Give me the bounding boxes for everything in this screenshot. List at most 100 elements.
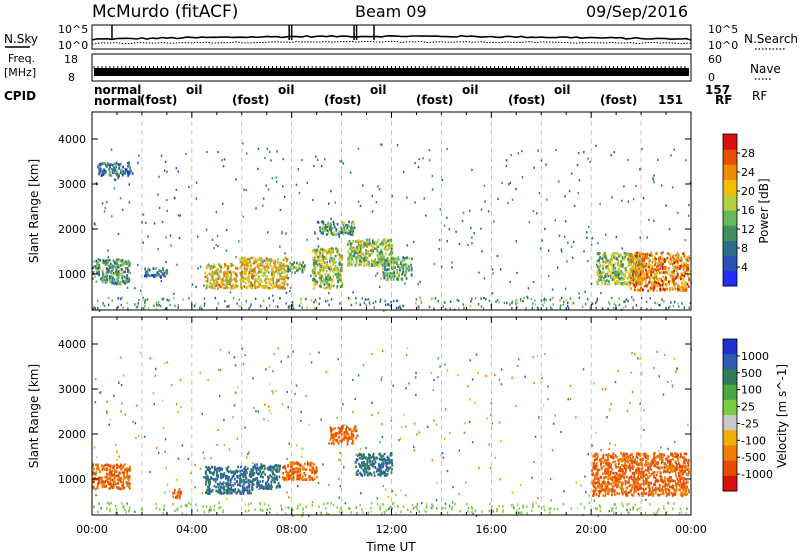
data-cell (683, 284, 686, 288)
data-cell (99, 163, 102, 167)
data-cell (687, 214, 690, 217)
data-cell (360, 492, 362, 495)
cpid-tail-rf: RF (715, 93, 732, 107)
data-cell (623, 274, 626, 277)
data-cell (301, 478, 304, 482)
data-cell (301, 266, 304, 269)
data-cell (411, 503, 414, 507)
data-cell (605, 266, 608, 270)
data-cell (306, 238, 308, 241)
data-cell (116, 271, 119, 275)
data-cell (652, 270, 655, 274)
data-cell (431, 503, 433, 506)
data-cell (464, 422, 466, 425)
data-cell (269, 383, 271, 386)
data-cell (380, 143, 382, 146)
data-cell (240, 304, 242, 308)
data-cell (218, 501, 220, 504)
data-cell (332, 231, 335, 235)
data-cell (317, 482, 320, 485)
data-cell (243, 486, 246, 490)
data-cell (407, 266, 410, 270)
data-cell (355, 453, 357, 456)
data-cell (389, 259, 392, 262)
data-cell (110, 167, 113, 171)
data-cell (352, 248, 354, 251)
data-cell (213, 247, 215, 250)
data-cell (239, 271, 242, 275)
data-cell (277, 464, 279, 467)
data-cell (663, 507, 665, 510)
data-cell (251, 275, 254, 278)
data-cell (654, 268, 656, 271)
data-cell (247, 257, 250, 261)
data-cell (202, 476, 205, 479)
data-cell (627, 281, 630, 285)
data-cell (222, 272, 225, 276)
data-cell (287, 265, 289, 269)
data-cell (291, 514, 294, 517)
data-cell (143, 274, 146, 278)
data-cell (498, 505, 500, 508)
data-cell (216, 443, 218, 446)
data-cell (177, 490, 180, 494)
data-cell (116, 478, 119, 482)
data-cell (271, 272, 273, 276)
data-cell (662, 271, 665, 274)
data-cell (275, 305, 277, 308)
data-cell (676, 269, 678, 273)
data-cell (630, 261, 632, 265)
data-cell (653, 181, 655, 184)
data-cell (270, 264, 272, 268)
data-cell (272, 468, 275, 471)
data-cell (387, 263, 390, 266)
data-cell (268, 511, 271, 514)
data-cell (218, 273, 220, 276)
data-cell (141, 221, 143, 224)
data-cell (258, 275, 260, 279)
data-cell (659, 283, 661, 287)
data-cell (270, 159, 272, 162)
data-cell (376, 240, 379, 243)
data-cell (328, 250, 330, 253)
data-cell (671, 384, 674, 387)
data-cell (332, 503, 335, 507)
data-cell (205, 465, 208, 469)
data-cell (248, 451, 250, 454)
data-cell (602, 260, 605, 264)
cpid-program-label: (fost) (508, 93, 545, 107)
data-cell (113, 470, 116, 473)
data-cell (549, 477, 552, 481)
data-cell (355, 246, 358, 249)
data-cell (649, 269, 652, 272)
data-cell (165, 260, 167, 264)
data-cell (206, 467, 209, 471)
data-cell (256, 482, 258, 486)
data-cell (276, 467, 279, 470)
data-cell (609, 408, 611, 411)
data-cell (102, 466, 104, 470)
data-cell (234, 477, 236, 481)
data-cell (386, 248, 388, 252)
data-cell (438, 239, 441, 242)
data-cell (378, 251, 381, 255)
data-cell (609, 442, 611, 445)
data-cell (152, 267, 155, 270)
data-cell (452, 486, 454, 489)
data-cell (302, 507, 304, 510)
data-cell (553, 507, 555, 511)
data-cell (331, 280, 334, 283)
data-cell (672, 264, 675, 267)
data-cell (121, 208, 124, 211)
data-cell (392, 260, 394, 263)
data-cell (261, 264, 264, 267)
data-cell (110, 482, 112, 486)
data-cell (320, 511, 322, 515)
data-cell (246, 262, 248, 266)
data-cell (169, 303, 171, 307)
data-cell (258, 268, 261, 271)
data-cell (624, 255, 627, 259)
data-cell (679, 264, 682, 268)
data-cell (515, 302, 517, 306)
data-cell (230, 484, 233, 487)
